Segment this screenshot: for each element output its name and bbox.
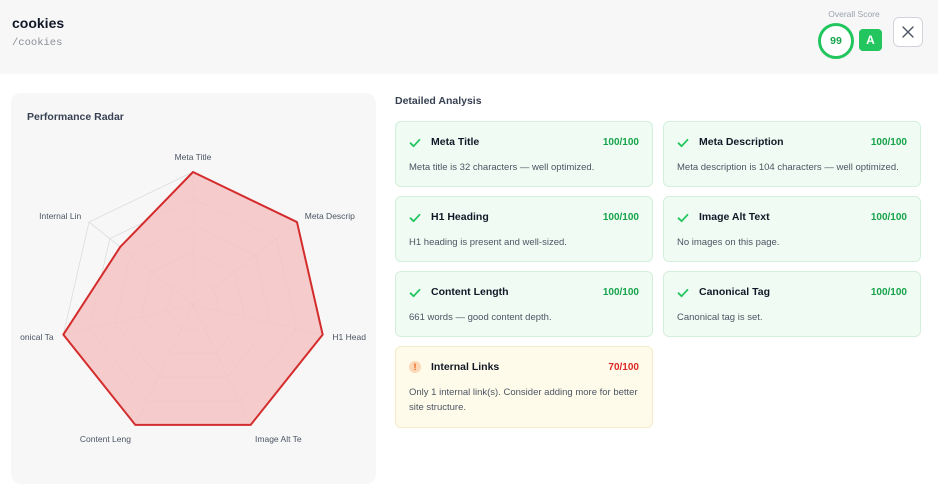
check-icon xyxy=(409,211,421,223)
overall-score-label: Overall Score xyxy=(828,9,880,19)
radar-chart: Meta Title Meta Descrip H1 Head Image Alt T… xyxy=(20,152,366,444)
card-name: Internal Links xyxy=(431,361,500,373)
card-score: 100/100 xyxy=(870,212,907,223)
page-path: /cookies xyxy=(12,37,63,49)
check-icon xyxy=(409,136,421,148)
radar-axis-label: onical Ta xyxy=(20,332,54,342)
card-name: Meta Title xyxy=(431,136,480,148)
close-button[interactable] xyxy=(893,17,923,47)
check-icon xyxy=(409,286,421,298)
close-icon xyxy=(902,26,914,38)
grade-badge: A xyxy=(859,29,882,51)
card-name: Content Length xyxy=(431,286,509,298)
card-name: Canonical Tag xyxy=(699,286,770,298)
overall-score-ring: 99 xyxy=(818,23,854,59)
radar-axis-label: Meta Title xyxy=(175,152,212,162)
radar-score-area xyxy=(62,171,324,426)
warning-icon: ! xyxy=(409,361,421,373)
card-score: 100/100 xyxy=(602,137,639,148)
analysis-card-image-alt-text: Image Alt Text 100/100 No images on this p… xyxy=(663,196,921,262)
card-score: 100/100 xyxy=(602,287,639,298)
radar-axis-label: Internal Lin xyxy=(39,211,81,221)
card-description: Meta title is 32 characters — well optim… xyxy=(409,162,595,173)
analysis-card-content-length: Content Length 100/100 661 words — good co… xyxy=(395,271,653,337)
report-header: cookies /cookies Overall Score 99 A xyxy=(0,0,938,74)
analysis-card-canonical-tag: Canonical Tag 100/100 Canonical tag is set… xyxy=(663,271,921,337)
analysis-card-h1-heading: H1 Heading 100/100 H1 heading is present a… xyxy=(395,196,653,262)
card-description: Only 1 internal link(s). Consider adding… xyxy=(409,387,638,413)
radar-axis-label: Image Alt Te xyxy=(255,434,302,444)
card-score: 100/100 xyxy=(870,137,907,148)
card-description: No images on this page. xyxy=(677,237,780,248)
card-score: 70/100 xyxy=(608,362,639,373)
card-description: 661 words — good content depth. xyxy=(409,312,552,323)
radar-title: Performance Radar xyxy=(27,111,124,123)
analysis-card-meta-title: Meta Title 100/100 Meta title is 32 charac… xyxy=(395,121,653,187)
card-name: Image Alt Text xyxy=(699,211,770,223)
card-description: Canonical tag is set. xyxy=(677,312,763,323)
card-name: H1 Heading xyxy=(431,211,489,223)
check-icon xyxy=(677,211,689,223)
card-score: 100/100 xyxy=(870,287,907,298)
card-score: 100/100 xyxy=(602,212,639,223)
analysis-card-internal-links: ! Internal Links 70/100 Only 1 internal lin… xyxy=(395,346,653,428)
radar-axis-label: Meta Descrip xyxy=(305,211,355,221)
analysis-card-meta-description: Meta Description 100/100 Meta description … xyxy=(663,121,921,187)
card-description: Meta description is 104 characters — wel… xyxy=(677,162,899,173)
radar-axis-label: H1 Head xyxy=(332,332,366,342)
radar-axis-label: Content Leng xyxy=(80,434,131,444)
card-name: Meta Description xyxy=(699,136,784,148)
page-title: cookies xyxy=(12,15,65,31)
performance-radar-panel: Performance Radar Meta Title Meta Descrip… xyxy=(11,93,376,484)
card-description: H1 heading is present and well-sized. xyxy=(409,237,567,248)
check-icon xyxy=(677,136,689,148)
analysis-title: Detailed Analysis xyxy=(395,95,482,107)
check-icon xyxy=(677,286,689,298)
